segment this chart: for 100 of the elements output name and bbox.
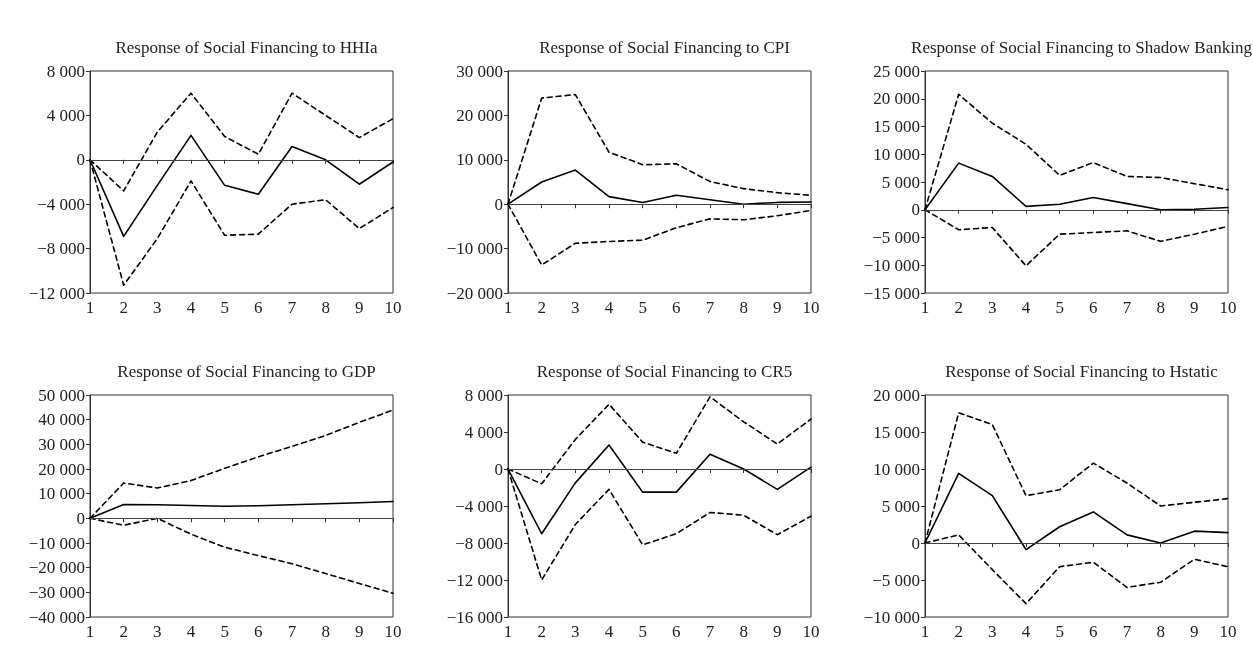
y-tick-label: 10 000 xyxy=(873,459,920,479)
x-tick-label: 7 xyxy=(1122,298,1132,317)
x-tick-label: 7 xyxy=(705,298,715,317)
x-tick-label: 2 xyxy=(536,622,546,641)
x-tick-label: 9 xyxy=(772,622,782,641)
x-tick-label: 5 xyxy=(220,622,229,641)
y-tick-label: 50 000 xyxy=(38,385,85,405)
x-tick-label: 7 xyxy=(705,622,715,641)
y-tick-label: 0 xyxy=(494,194,503,214)
y-tick-label: 8 000 xyxy=(46,61,85,81)
y-tick-label: −20 000 xyxy=(446,283,503,303)
x-tick-label: 2 xyxy=(954,622,963,641)
x-tick-label: 9 xyxy=(1190,622,1199,641)
y-tick-label: 20 000 xyxy=(873,385,920,405)
x-tick-label: 2 xyxy=(954,298,963,317)
y-tick-label: −20 000 xyxy=(28,558,85,578)
y-tick-label: 25 000 xyxy=(873,61,920,81)
x-tick-label: 8 xyxy=(321,298,330,317)
y-tick-label: 30 000 xyxy=(455,61,503,81)
x-tick-label: 10 xyxy=(384,298,402,317)
y-tick-label: 10 000 xyxy=(873,144,920,164)
x-tick-label: 6 xyxy=(1089,622,1098,641)
chart-title: Response of Social Financing to GDP xyxy=(117,361,376,381)
chart-title: Response of Social Financing to Hstatic xyxy=(945,361,1219,381)
y-tick-label: 4 000 xyxy=(464,422,503,442)
x-tick-label: 3 xyxy=(153,298,162,317)
y-tick-label: −40 000 xyxy=(28,607,85,627)
y-tick-label: −4 000 xyxy=(454,496,503,516)
x-tick-label: 4 xyxy=(186,622,196,641)
y-tick-label: −8 000 xyxy=(454,533,503,553)
x-tick-label: 1 xyxy=(503,622,512,641)
x-tick-label: 7 xyxy=(287,298,297,317)
y-tick-label: 0 xyxy=(76,150,85,170)
y-tick-label: 5 000 xyxy=(881,172,920,192)
y-tick-label: −10 000 xyxy=(28,533,85,553)
x-tick-label: 8 xyxy=(321,622,330,641)
x-tick-label: 1 xyxy=(85,298,95,317)
x-tick-label: 10 xyxy=(1219,298,1237,317)
chart-title: Response of Social Financing to CR5 xyxy=(536,361,792,381)
y-tick-label: −8 000 xyxy=(37,239,85,259)
x-tick-label: 8 xyxy=(1156,298,1165,317)
x-tick-label: 5 xyxy=(220,298,229,317)
x-tick-label: 9 xyxy=(355,622,364,641)
y-tick-label: 8 000 xyxy=(464,385,503,405)
x-tick-label: 8 xyxy=(1156,622,1165,641)
x-tick-label: 4 xyxy=(186,298,196,317)
x-tick-label: 9 xyxy=(1190,298,1199,317)
x-tick-label: 3 xyxy=(988,298,997,317)
x-tick-label: 8 xyxy=(738,298,748,317)
y-tick-label: −4 000 xyxy=(37,194,85,214)
y-tick-label: −30 000 xyxy=(28,582,85,602)
chart-title: Response of Social Financing to HHIa xyxy=(115,37,378,57)
y-tick-label: 15 000 xyxy=(873,117,920,136)
y-tick-label: −15 000 xyxy=(863,283,920,303)
x-tick-label: 2 xyxy=(119,298,128,317)
y-tick-label: −16 000 xyxy=(446,607,503,627)
y-tick-label: 5 000 xyxy=(881,496,920,516)
y-tick-label: 20 000 xyxy=(38,459,85,479)
x-tick-label: 10 xyxy=(1219,622,1237,641)
y-tick-label: −5 000 xyxy=(872,570,920,590)
y-tick-label: −10 000 xyxy=(863,255,920,275)
y-tick-label: 0 xyxy=(911,200,920,220)
y-tick-label: 0 xyxy=(76,508,85,528)
x-tick-label: 7 xyxy=(1122,622,1132,641)
x-tick-label: 2 xyxy=(536,298,546,317)
y-tick-label: 20 000 xyxy=(873,89,920,109)
y-tick-label: −10 000 xyxy=(863,607,920,627)
y-tick-label: 0 xyxy=(494,459,503,479)
x-tick-label: 4 xyxy=(1021,622,1031,641)
x-tick-label: 9 xyxy=(355,298,364,317)
x-tick-label: 4 xyxy=(1021,298,1031,317)
x-tick-label: 6 xyxy=(1089,298,1098,317)
y-tick-label: −12 000 xyxy=(446,570,503,590)
x-tick-label: 3 xyxy=(153,622,162,641)
x-tick-label: 2 xyxy=(119,622,128,641)
y-tick-label: 4 000 xyxy=(46,105,85,125)
x-tick-label: 1 xyxy=(920,622,930,641)
y-tick-label: 40 000 xyxy=(38,410,85,430)
x-tick-label: 1 xyxy=(503,298,512,317)
x-tick-label: 8 xyxy=(738,622,748,641)
x-tick-label: 10 xyxy=(384,622,402,641)
x-tick-label: 10 xyxy=(802,622,819,641)
y-tick-label: 10 000 xyxy=(455,150,503,170)
y-tick-label: 15 000 xyxy=(873,422,920,442)
x-tick-label: 7 xyxy=(287,622,297,641)
x-tick-label: 1 xyxy=(920,298,930,317)
y-tick-label: −10 000 xyxy=(446,239,503,259)
x-tick-label: 6 xyxy=(254,622,263,641)
x-tick-label: 6 xyxy=(671,298,681,317)
y-tick-label: 0 xyxy=(911,533,920,553)
x-tick-label: 5 xyxy=(1055,622,1064,641)
x-tick-label: 6 xyxy=(254,298,263,317)
x-tick-label: 3 xyxy=(570,622,580,641)
x-tick-label: 5 xyxy=(637,298,647,317)
x-tick-label: 5 xyxy=(637,622,647,641)
y-tick-label: 10 000 xyxy=(38,484,85,504)
x-tick-label: 5 xyxy=(1055,298,1064,317)
y-tick-label: 20 000 xyxy=(455,105,503,125)
y-tick-label: 30 000 xyxy=(38,434,85,454)
chart-title: Response of Social Financing to CPI xyxy=(538,37,790,57)
